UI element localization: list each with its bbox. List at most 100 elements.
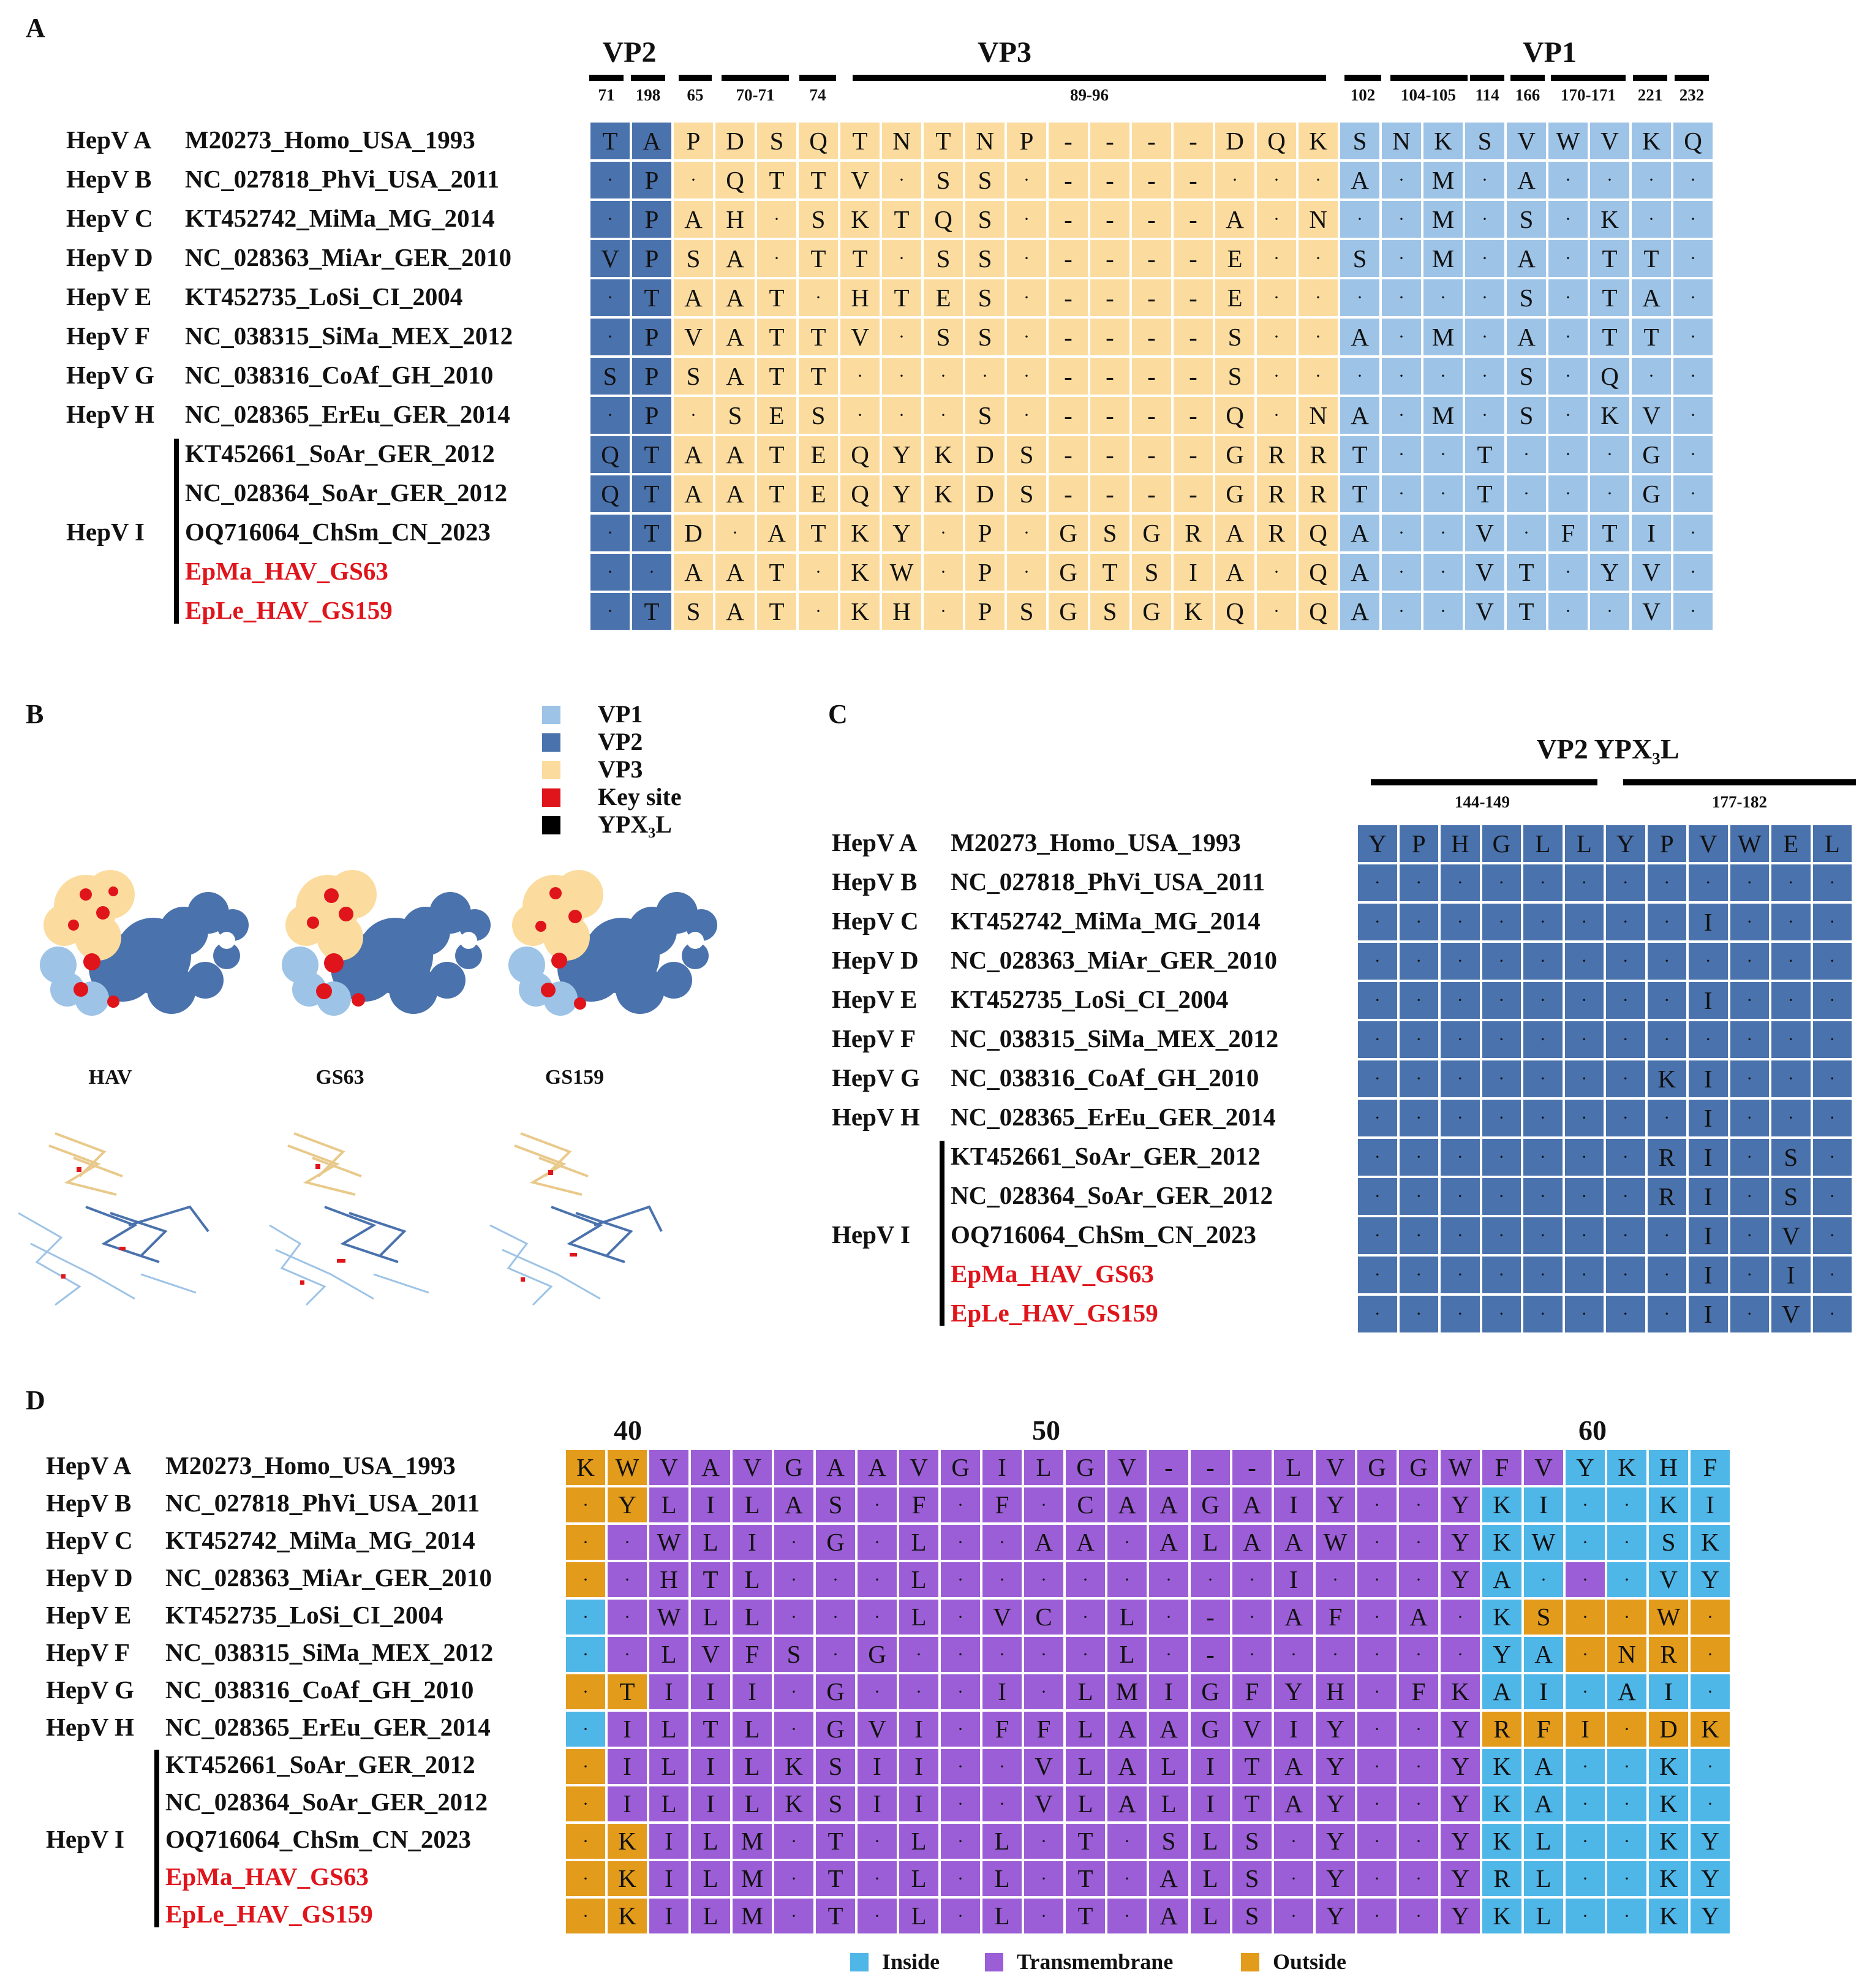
residue-cell: P [631, 239, 673, 278]
residue-cell: F [731, 1636, 773, 1673]
residue-cell: C [1065, 1486, 1106, 1524]
residue-cell: · [1605, 1216, 1646, 1255]
residue-cell: · [1729, 1255, 1770, 1294]
residue-cell: E [1214, 278, 1256, 317]
residue-cell: M [1422, 239, 1464, 278]
panel-d-group-label: HepV C [46, 1526, 133, 1554]
residue-cell: I [1273, 1561, 1314, 1598]
residue-cell: R [1256, 435, 1297, 474]
panel-a-bar-89-96 [853, 75, 1326, 81]
panel-a-group-label: HepV G [66, 361, 154, 389]
residue-cell: L [1106, 1636, 1148, 1673]
residue-cell: Q [839, 474, 881, 513]
residue-cell: V [1023, 1748, 1065, 1785]
hav-ribbon-structure [18, 1132, 209, 1306]
residue-cell: S [589, 357, 631, 396]
residue-cell: · [1729, 1177, 1770, 1216]
residue-cell: I [1189, 1748, 1231, 1785]
residue-cell: · [881, 161, 922, 200]
residue-cell: K [1439, 1673, 1481, 1710]
residue-cell: · [940, 1673, 981, 1710]
residue-cell: · [1398, 1020, 1439, 1059]
residue-cell: S [1231, 1860, 1273, 1897]
residue-cell: L [898, 1561, 940, 1598]
residue-cell: A [1523, 1636, 1564, 1673]
residue-cell: · [673, 161, 714, 200]
residue-cell: · [1811, 1138, 1853, 1177]
residue-cell: · [1689, 1748, 1731, 1785]
residue-cell: Q [1589, 357, 1631, 396]
residue-cell: · [1356, 1710, 1398, 1748]
residue-cell: I [648, 1823, 690, 1860]
residue-cell: · [1065, 1636, 1106, 1673]
residue-cell: · [1605, 863, 1646, 902]
residue-cell: · [1398, 981, 1439, 1020]
residue-cell: · [1522, 1216, 1564, 1255]
residue-cell: S [1506, 200, 1547, 239]
residue-cell: · [606, 1636, 648, 1673]
residue-cell: P [1006, 121, 1047, 161]
residue-cell: W [1523, 1524, 1564, 1561]
residue-cell: · [815, 1636, 856, 1673]
residue-cell: · [1811, 1294, 1853, 1334]
residue-cell: - [1089, 121, 1131, 161]
residue-cell: · [1547, 592, 1589, 631]
residue-cell: · [922, 592, 964, 631]
residue-cell: · [1672, 592, 1714, 631]
residue-cell: · [1314, 1561, 1356, 1598]
residue-cell: - [1131, 200, 1172, 239]
residue-cell: S [964, 278, 1006, 317]
residue-cell: E [1770, 824, 1812, 863]
residue-cell: A [1606, 1673, 1648, 1710]
residue-cell: - [1131, 161, 1172, 200]
residue-cell: · [881, 317, 922, 357]
residue-cell: · [1231, 1561, 1273, 1598]
residue-cell: · [1606, 1561, 1648, 1598]
residue-cell: · [1564, 1673, 1606, 1710]
residue-cell: · [1256, 278, 1297, 317]
residue-cell: · [1522, 1138, 1564, 1177]
residue-cell: · [1357, 1138, 1398, 1177]
panel-d-group-label: HepV A [46, 1451, 132, 1480]
residue-cell: · [1672, 161, 1714, 200]
panel-d-seq-name-highlight: EpLe_HAV_GS159 [165, 1900, 373, 1928]
panel-a-bar-166 [1510, 75, 1545, 81]
residue-cell: · [1256, 239, 1297, 278]
residue-cell: L [690, 1524, 731, 1561]
residue-cell: R [1297, 474, 1339, 513]
residue-cell: · [1106, 1524, 1148, 1561]
residue-cell: R [1646, 1138, 1687, 1177]
panel-a-bar-102 [1344, 75, 1381, 81]
residue-cell: L [1189, 1823, 1231, 1860]
residue-cell: G [815, 1524, 856, 1561]
residue-cell: · [1605, 1098, 1646, 1138]
residue-cell: L [731, 1486, 773, 1524]
residue-cell: · [1464, 278, 1506, 317]
residue-cell: - [1047, 161, 1089, 200]
residue-cell: A [1231, 1486, 1273, 1524]
residue-cell: · [1023, 1897, 1065, 1935]
residue-cell: · [1646, 942, 1687, 981]
residue-cell: · [1811, 981, 1853, 1020]
residue-cell: · [1563, 1216, 1605, 1255]
residue-cell: I [1273, 1710, 1314, 1748]
residue-cell: A [1339, 513, 1381, 553]
residue-cell: K [773, 1748, 815, 1785]
panel-c-seq-name: KT452742_MiMa_MG_2014 [951, 907, 1261, 935]
residue-cell: E [797, 474, 839, 513]
residue-cell: · [1106, 1823, 1148, 1860]
residue-cell: T [815, 1860, 856, 1897]
residue-cell: T [1065, 1860, 1106, 1897]
residue-cell: T [1065, 1823, 1106, 1860]
residue-cell: S [964, 239, 1006, 278]
residue-cell: I [1770, 1255, 1812, 1294]
residue-cell: T [756, 161, 797, 200]
residue-cell: · [1605, 942, 1646, 981]
residue-cell: Q [797, 121, 839, 161]
panel-a-group-label: HepV C [66, 204, 153, 232]
residue-cell: F [1314, 1598, 1356, 1636]
residue-cell: W [1547, 121, 1589, 161]
residue-cell: L [1189, 1524, 1231, 1561]
residue-cell: · [1398, 1138, 1439, 1177]
residue-cell: Y [881, 435, 922, 474]
